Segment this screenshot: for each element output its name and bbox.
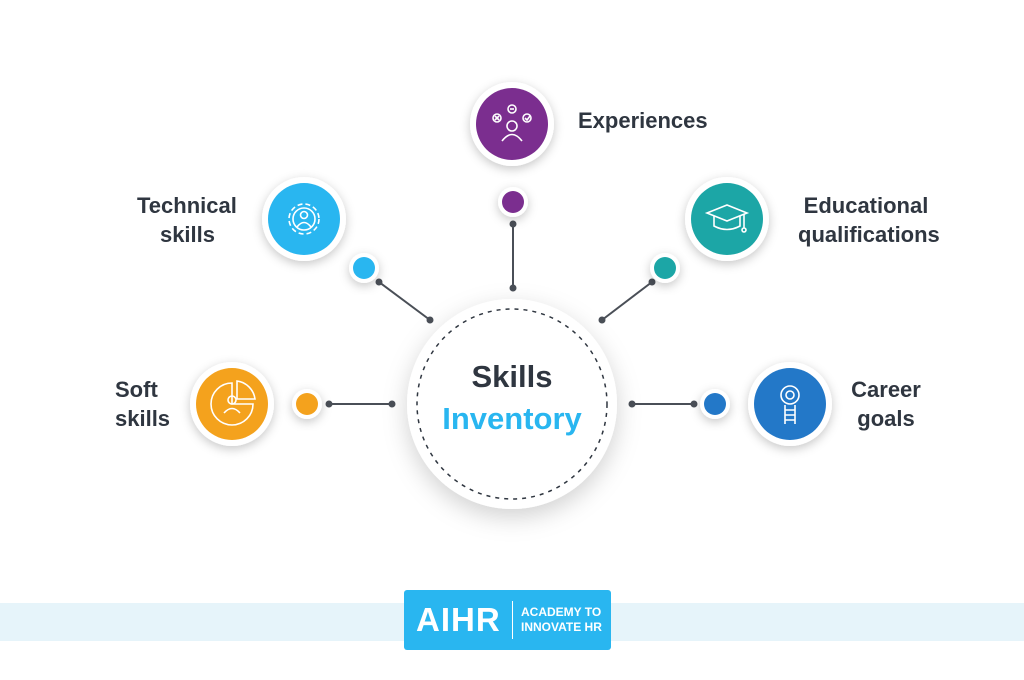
target-ladder-icon (780, 385, 800, 424)
educational-qualifications-badge-fill (691, 183, 763, 255)
label-line: Experiences (578, 108, 708, 133)
center-circle (407, 299, 617, 509)
connectors (325, 220, 698, 408)
connector-end-dot (375, 278, 383, 286)
node-label-educational-qualifications: Educational qualifications (798, 191, 940, 249)
label-line: Career (851, 377, 921, 402)
connector-end-dot (628, 400, 636, 408)
node-label-career-goals: Career goals (850, 375, 922, 433)
logo-mark: AIHR (416, 601, 501, 638)
gear-person-icon (288, 203, 320, 235)
experiences-dot-fill (502, 191, 524, 213)
pie-person-icon (210, 380, 256, 426)
connector-end-dot (325, 400, 333, 408)
center-dashed-ring (416, 308, 608, 500)
node-label-technical-skills: Technical skills (137, 191, 237, 249)
center-node (407, 299, 617, 509)
connector-technical-skills (378, 281, 431, 321)
logo-tagline-line2: INNOVATE HR (521, 620, 602, 634)
label-line: Educational (803, 193, 929, 218)
connector-end-dot (690, 400, 698, 408)
career-goals-dot-fill (704, 393, 726, 415)
center-title: Skills Inventory (412, 356, 612, 440)
person-choices-icon (492, 104, 532, 142)
label-line: Technical (137, 193, 237, 218)
logo-divider (512, 601, 513, 639)
node-career-goals (748, 362, 832, 446)
label-line: Soft (115, 377, 158, 402)
connector-end-dot (509, 284, 517, 292)
experiences-badge-fill (476, 88, 548, 160)
node-label-soft-skills: Soft skills (115, 375, 170, 433)
center-title-line2: Inventory (442, 401, 582, 436)
node-dots (292, 187, 730, 419)
label-line: skills (115, 406, 171, 431)
label-line: qualifications (798, 222, 940, 247)
connector-end-dot (598, 316, 606, 324)
node-technical-skills (262, 177, 346, 261)
center-title-line1: Skills (471, 359, 553, 394)
logo-tagline-line1: ACADEMY TO (521, 605, 602, 619)
connector-educational-qualifications (601, 281, 653, 321)
aihr-logo: AIHR ACADEMY TO INNOVATE HR (404, 590, 611, 650)
node-label-experiences: Experiences (578, 106, 708, 135)
node-educational-qualifications (685, 177, 769, 261)
soft-skills-dot-fill (296, 393, 318, 415)
educational-qualifications-dot-fill (654, 257, 676, 279)
label-line: skills (159, 222, 215, 247)
connector-end-dot (648, 278, 656, 286)
label-line: goals (857, 406, 915, 431)
logo-tagline: ACADEMY TO INNOVATE HR (521, 605, 602, 635)
connector-end-dot (388, 400, 396, 408)
connector-end-dot (509, 220, 517, 228)
technical-skills-dot-fill (353, 257, 375, 279)
graduation-cap-icon (704, 204, 750, 233)
connector-end-dot (426, 316, 434, 324)
node-soft-skills (190, 362, 274, 446)
node-experiences (470, 82, 554, 166)
